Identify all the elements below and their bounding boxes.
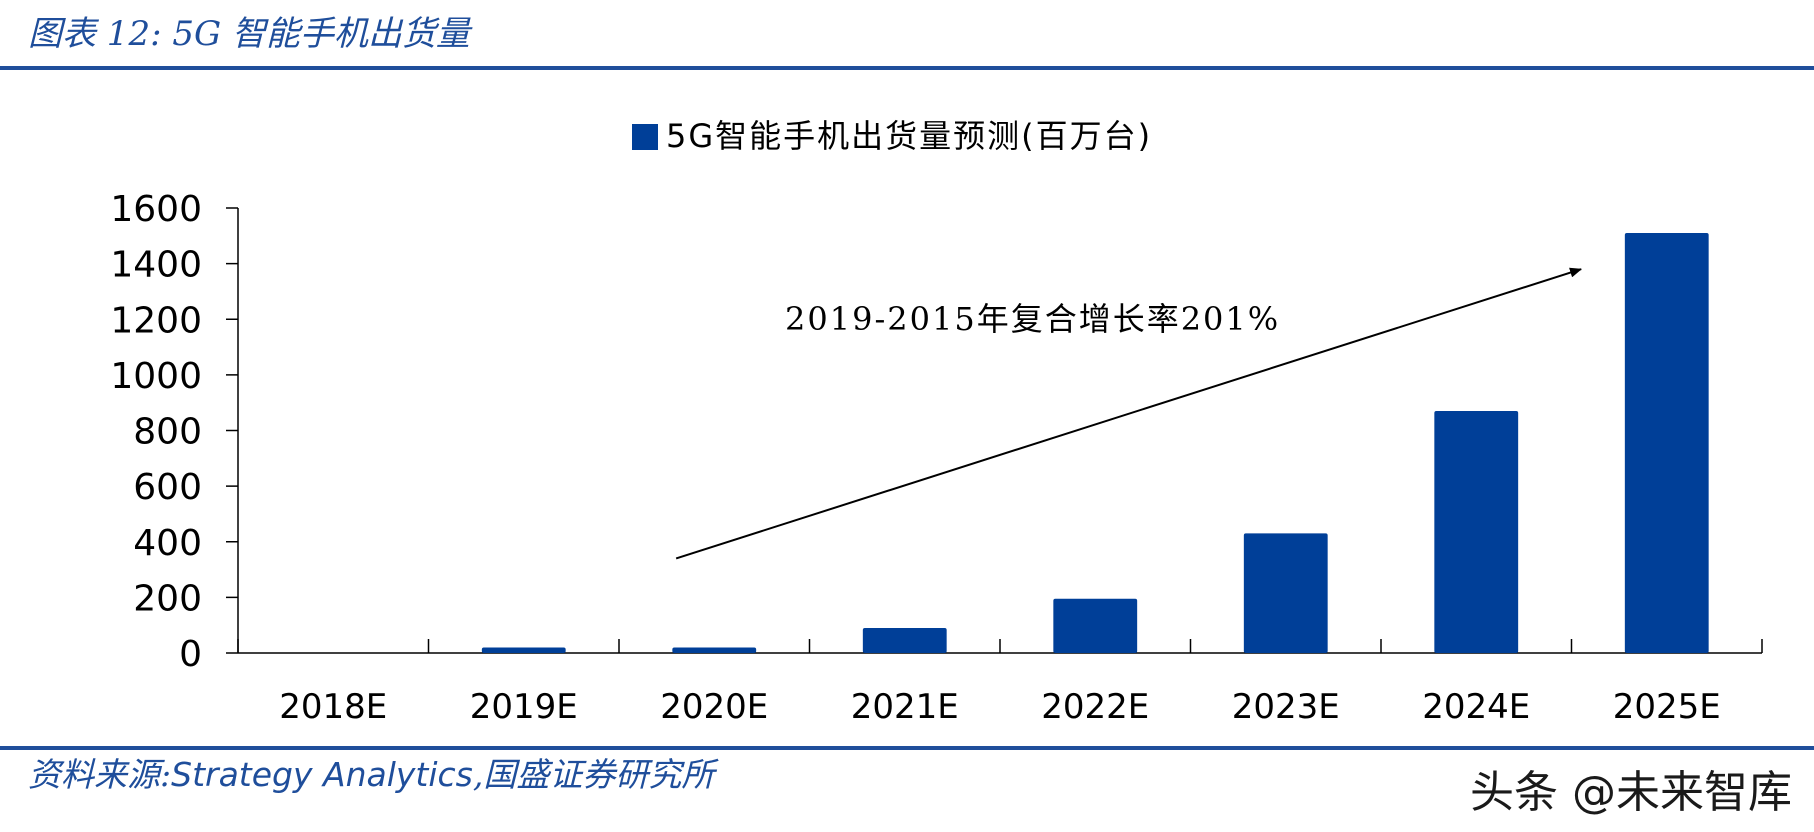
x-tick-label: 2024E (1422, 687, 1530, 727)
footer-divider (0, 746, 1814, 750)
y-tick-label: 200 (133, 578, 202, 619)
x-tick-label: 2019E (470, 687, 578, 727)
x-tick-label: 2023E (1232, 687, 1340, 727)
y-tick-label: 800 (133, 412, 202, 453)
growth-annotation: 2019-2015年复合增长率201% (785, 300, 1280, 338)
x-tick-label: 2018E (279, 687, 387, 727)
y-tick-label: 400 (133, 523, 202, 564)
legend-swatch (632, 124, 658, 150)
y-tick-label: 600 (133, 467, 202, 508)
header-divider (0, 66, 1814, 70)
bar-chart: 5G智能手机出货量预测(百万台) 0 200 400 600 800 1000 1200 140… (110, 117, 1763, 727)
source-suffix: ,国盛证券研究所 (472, 755, 715, 794)
figure-title: 图表 12: 5G 智能手机出货量 (28, 14, 470, 54)
y-tick-label: 1600 (110, 189, 202, 230)
bar-2020E (672, 647, 757, 653)
y-tick-label: 0 (179, 634, 202, 675)
y-tick-label: 1200 (110, 300, 202, 341)
x-tick-label: 2020E (660, 687, 768, 727)
source-org: Strategy Analytics (171, 755, 473, 794)
x-tick-label: 2021E (851, 687, 959, 727)
y-tick-label: 1400 (110, 245, 202, 286)
bar-2024E (1434, 411, 1519, 653)
bar-2021E (862, 627, 947, 653)
bar-2022E (1053, 598, 1138, 653)
x-tick-label: 2025E (1613, 687, 1721, 727)
bar-2019E (481, 647, 566, 653)
watermark-text: 头条 @未来智库 (1470, 767, 1792, 818)
y-tick-label: 1000 (110, 356, 202, 397)
bar-2023E (1243, 533, 1328, 653)
bar-2025E (1624, 233, 1709, 653)
source-prefix: 资料来源: (28, 755, 172, 794)
growth-arrow (675, 269, 1581, 560)
legend-label: 5G智能手机出货量预测(百万台) (666, 117, 1152, 155)
source-note: 资料来源:Strategy Analytics,国盛证券研究所 (28, 748, 714, 796)
x-tick-label: 2022E (1041, 687, 1149, 727)
